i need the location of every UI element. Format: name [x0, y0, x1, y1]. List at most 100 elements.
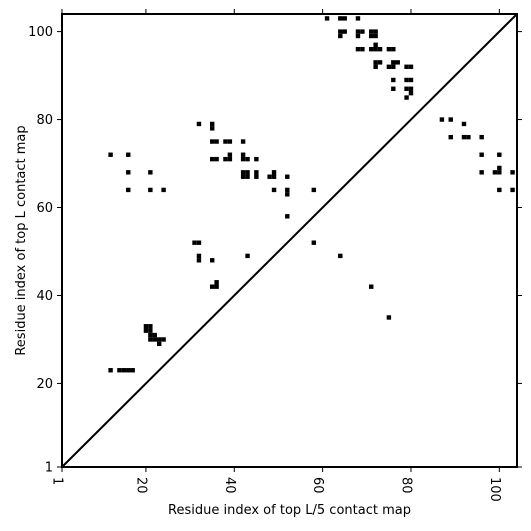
contact-cell — [285, 214, 290, 219]
contact-cell — [227, 152, 233, 157]
contact-cell — [214, 156, 219, 162]
contact-cell — [152, 332, 157, 338]
contact-cell — [271, 170, 277, 175]
contact-cell — [227, 156, 233, 162]
contact-cell — [391, 60, 396, 65]
y-tick-label: 80 — [36, 113, 53, 128]
contact-cell — [148, 324, 153, 329]
contact-cell — [271, 174, 277, 179]
contact-cell — [240, 174, 246, 179]
contact-cell — [404, 64, 409, 69]
contact-cell — [448, 134, 453, 140]
contact-cell — [466, 134, 471, 140]
y-tick-label: 1 — [45, 461, 53, 476]
contact-cell — [324, 16, 330, 21]
contact-cell — [240, 152, 246, 157]
contact-cell — [285, 174, 290, 179]
contact-cell — [369, 284, 374, 289]
contact-cell — [510, 170, 515, 175]
contact-cell — [338, 253, 343, 259]
contact-cell — [240, 139, 246, 144]
contact-cell — [510, 187, 515, 193]
contact-cell — [161, 337, 166, 342]
contact-cell — [223, 139, 228, 144]
contact-cell — [121, 368, 127, 373]
x-tick-label: 60 — [310, 477, 325, 494]
contact-cell — [338, 16, 343, 21]
contact-cell — [108, 152, 113, 157]
contact-cell — [391, 86, 396, 91]
contact-cell — [209, 139, 215, 144]
contact-cell — [408, 90, 414, 96]
contact-cell — [285, 192, 290, 197]
contact-cell — [196, 121, 202, 127]
contact-cell — [227, 139, 233, 144]
x-tick-label: 1 — [50, 477, 65, 485]
contact-cell — [161, 187, 166, 193]
contact-cell — [126, 187, 131, 193]
contact-cell — [126, 152, 131, 157]
contact-cell — [156, 341, 162, 347]
contact-cell — [355, 29, 361, 34]
contact-cell — [391, 77, 396, 83]
contact-cell — [209, 121, 215, 127]
contact-cell — [338, 33, 343, 39]
contact-cell — [369, 46, 374, 52]
contact-cell — [245, 156, 250, 162]
contact-cell — [311, 240, 317, 245]
contact-cell — [373, 42, 378, 47]
contact-cell — [254, 170, 259, 175]
contact-cell — [355, 33, 361, 39]
contact-cell — [271, 187, 277, 193]
contact-cell — [209, 284, 215, 289]
contact-cell — [377, 60, 383, 65]
contact-cell — [373, 64, 378, 69]
contact-cell — [254, 174, 259, 179]
contact-cell — [342, 29, 347, 34]
y-tick-label: 20 — [36, 377, 53, 392]
contact-cell — [408, 64, 414, 69]
contact-cell — [152, 337, 157, 342]
y-tick-label: 40 — [36, 289, 53, 304]
contact-cell — [373, 29, 378, 34]
contact-cell — [497, 165, 502, 171]
contact-cell — [148, 187, 153, 193]
contact-cell — [360, 29, 365, 34]
x-tick-label: 100 — [487, 477, 502, 502]
contact-cell — [214, 280, 219, 285]
contact-cell — [209, 258, 215, 263]
contact-cell — [214, 284, 219, 289]
contact-cell — [497, 152, 502, 157]
contact-cell — [240, 170, 246, 175]
contact-cell — [143, 328, 149, 333]
contact-cell — [448, 117, 453, 122]
contact-cell — [497, 170, 502, 175]
contact-cell — [245, 253, 250, 259]
contact-cell — [148, 328, 153, 333]
x-tick-label: 40 — [222, 477, 237, 494]
contact-cell — [373, 46, 378, 52]
diagonal-line — [61, 13, 518, 468]
contact-cell — [391, 46, 396, 52]
x-tick-label: 80 — [398, 477, 413, 494]
contact-cell — [377, 46, 383, 52]
x-axis-title: Residue index of top L/5 contact map — [168, 503, 411, 518]
contact-cell — [285, 187, 290, 193]
contact-cell — [338, 29, 343, 34]
contact-cell — [479, 134, 484, 140]
contact-cells — [108, 16, 515, 373]
plot-frame — [61, 13, 518, 468]
contact-cell — [209, 156, 215, 162]
contact-cell — [196, 253, 202, 259]
contact-cell — [386, 315, 392, 320]
contact-cell — [148, 170, 153, 175]
contact-cell — [369, 33, 374, 39]
contact-cell — [439, 117, 445, 122]
contact-cell — [311, 187, 317, 193]
contact-cell — [214, 139, 219, 144]
contact-cell — [391, 64, 396, 69]
contact-cell — [267, 174, 272, 179]
x-tick-label: 20 — [133, 477, 148, 494]
contact-cell — [497, 187, 502, 193]
contact-cell — [479, 170, 484, 175]
